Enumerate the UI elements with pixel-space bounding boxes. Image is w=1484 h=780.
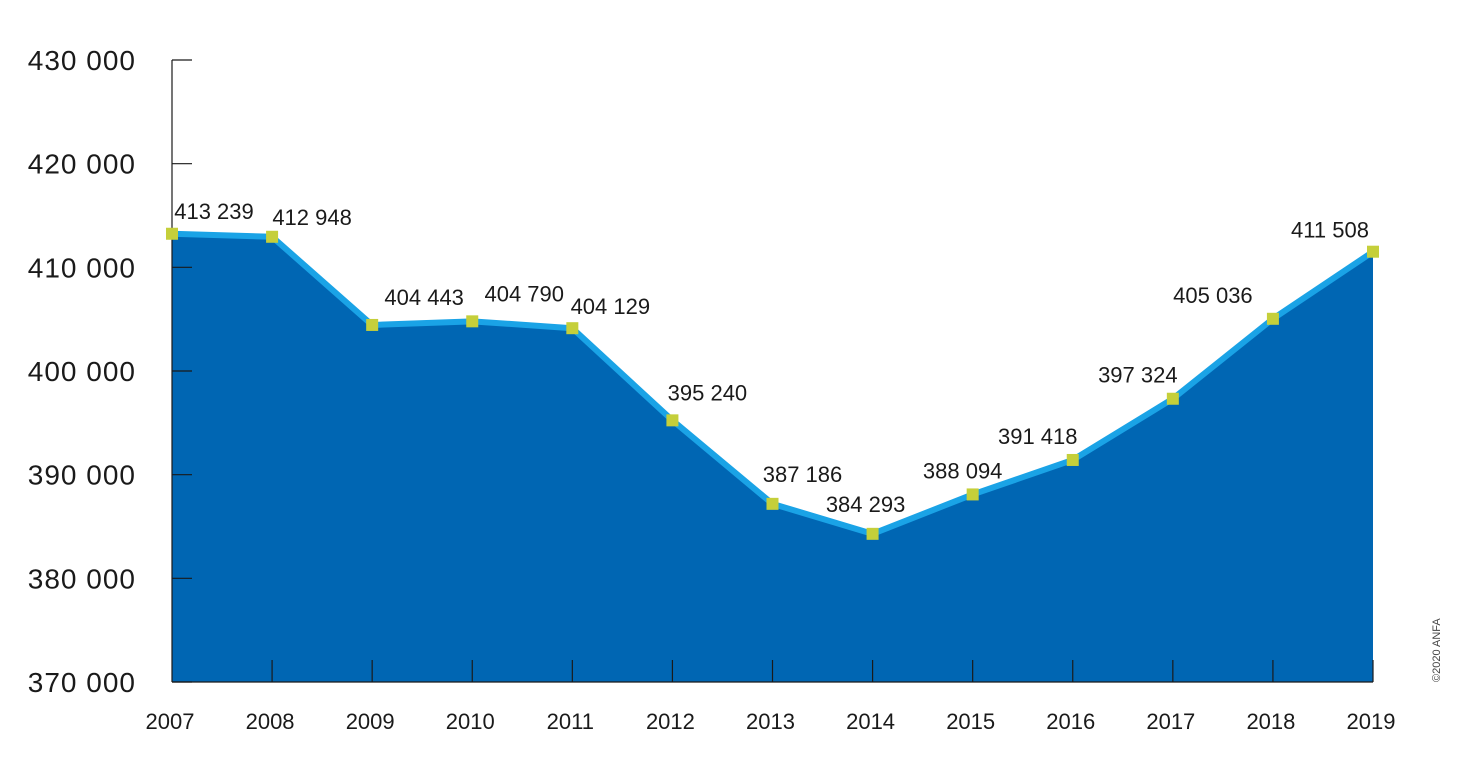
x-tick-label: 2008 (246, 709, 295, 734)
area-layer (172, 233, 1373, 682)
x-tick-label: 2018 (1246, 709, 1295, 734)
data-point-marker (666, 414, 679, 427)
data-label: 411 508 (1291, 218, 1369, 243)
data-point-marker (166, 227, 178, 240)
data-point-marker (966, 488, 979, 501)
y-tick-labels: 370 000 380 000 390 000 400 000 410 000 420 0… (28, 45, 136, 698)
x-tick-label: 2012 (646, 709, 695, 734)
x-tick-label: 2007 (146, 709, 195, 734)
data-label: 404 129 (571, 294, 651, 319)
y-tick-label: 430 000 (28, 45, 136, 76)
data-point-marker (1266, 312, 1279, 325)
data-point-marker (866, 527, 879, 540)
x-tick-label: 2017 (1146, 709, 1195, 734)
data-point-marker (1166, 392, 1179, 405)
data-label: 388 094 (923, 458, 1003, 483)
data-label: 391 418 (998, 424, 1078, 449)
data-label: 405 036 (1173, 283, 1253, 308)
x-tick-label: 2016 (1046, 709, 1095, 734)
x-tick-label: 2010 (446, 709, 495, 734)
data-point-marker (266, 230, 279, 243)
x-tick-label: 2015 (946, 709, 995, 734)
y-tick-label: 390 000 (28, 460, 136, 491)
x-tick-label: 2009 (346, 709, 395, 734)
data-label: 413 239 (174, 199, 254, 224)
data-label: 397 324 (1098, 363, 1178, 388)
data-label: 387 186 (763, 462, 843, 487)
data-label: 404 790 (484, 281, 564, 306)
data-labels: 413 239 412 948 404 443 404 790 404 129 395 2… (174, 199, 1369, 517)
y-tick-label: 400 000 (28, 356, 136, 387)
y-tick-label: 380 000 (28, 563, 136, 594)
data-label: 395 240 (668, 380, 748, 405)
data-label: 404 443 (384, 285, 464, 310)
axis-layer (171, 59, 1374, 683)
series-area (172, 233, 1373, 682)
data-point-marker (1367, 245, 1379, 258)
data-point-marker (366, 318, 379, 331)
data-label: 384 293 (826, 492, 906, 517)
y-tick-label: 370 000 (28, 667, 136, 698)
x-tick-label: 2019 (1347, 709, 1396, 734)
copyright-text: ©2020 ANFA (1431, 618, 1443, 682)
data-point-marker (766, 497, 779, 510)
x-tick-label: 2011 (547, 709, 594, 734)
y-tick-label: 410 000 (28, 252, 136, 283)
data-label: 412 948 (272, 205, 352, 230)
x-tick-labels: 2007 2008 2009 2010 2011 2012 2013 2014 2015 2016… (146, 709, 1396, 734)
data-point-marker (466, 315, 479, 328)
data-point-marker (1066, 453, 1079, 466)
x-tick-label: 2014 (846, 709, 895, 734)
x-tick-label: 2013 (746, 709, 795, 734)
data-point-marker (566, 322, 579, 335)
marker-layer (166, 227, 1379, 540)
y-tick-label: 420 000 (28, 149, 136, 180)
